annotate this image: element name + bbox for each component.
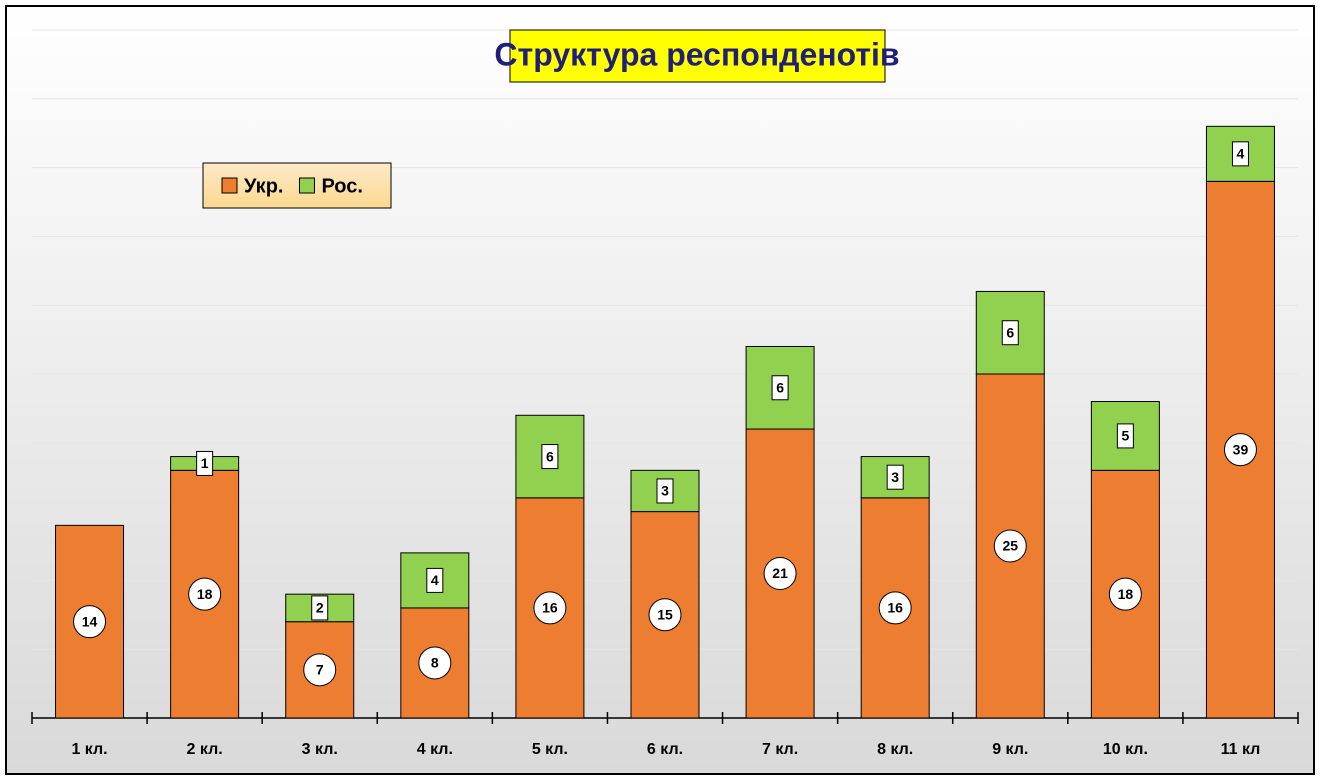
label-bg (311, 595, 329, 621)
x-tick-label: 1 кл. (71, 741, 107, 758)
chart-title: Структура респонденотів (494, 36, 899, 72)
x-tick-label: 6 кл. (647, 741, 683, 758)
legend-label: Рос. (321, 175, 362, 197)
label-bg (656, 478, 674, 504)
legend-items: Укр. Рос. (221, 175, 363, 197)
label-bg (196, 450, 214, 476)
data-label: 18 (1118, 586, 1134, 602)
x-tick-label: 2 кл. (187, 741, 223, 758)
label-bg (188, 577, 222, 611)
data-label: 3 (661, 483, 669, 499)
bars: 14 18 1 7 2 8 4 16 6 15 3 21 6 16 3 25 6 18 5 39 4 (55, 125, 1275, 719)
data-label: 16 (887, 600, 903, 616)
data-label: 18 (197, 586, 213, 602)
label-bg (886, 464, 904, 490)
data-label: 14 (82, 613, 98, 629)
data-label: 6 (776, 379, 784, 395)
legend-label: Укр. (244, 175, 283, 197)
data-label: 15 (657, 607, 673, 623)
title-box (509, 29, 886, 83)
data-label: 7 (316, 662, 324, 678)
x-tick-label: 10 кл. (1103, 741, 1148, 758)
data-label: 5 (1121, 428, 1129, 444)
data-label: 25 (1002, 538, 1018, 554)
x-tick-label: 9 кл. (992, 741, 1028, 758)
x-tick-label: 7 кл. (762, 741, 798, 758)
label-bg (1231, 141, 1249, 167)
bar-segment (1205, 125, 1275, 182)
x-tick-label: 4 кл. (417, 741, 453, 758)
label-bg (73, 605, 107, 639)
legend-swatch (221, 177, 238, 194)
data-label: 6 (546, 448, 554, 464)
x-tick-label: 3 кл. (302, 741, 338, 758)
label-bg (541, 444, 559, 470)
label-bg (1108, 577, 1142, 611)
data-label: 4 (431, 572, 439, 588)
label-bg (993, 529, 1027, 563)
data-label: 3 (891, 469, 899, 485)
label-bg (303, 653, 337, 687)
label-bg (763, 557, 797, 591)
data-label: 8 (431, 655, 439, 671)
data-label: 2 (316, 600, 324, 616)
data-label: 4 (1237, 146, 1245, 162)
bar-segment (860, 456, 930, 499)
label-bg (418, 646, 452, 680)
label-bg (771, 375, 789, 401)
x-tick-label: 11 кл (1221, 741, 1261, 758)
data-label: 39 (1233, 441, 1249, 457)
label-bg (1223, 433, 1257, 467)
data-label: 21 (772, 565, 788, 581)
label-bg (533, 591, 567, 625)
label-bg (648, 598, 682, 632)
data-label: 16 (542, 600, 558, 616)
legend-swatch (298, 177, 315, 194)
data-label: 6 (1006, 324, 1014, 340)
label-bg (1001, 320, 1019, 346)
data-label: 1 (201, 455, 209, 471)
label-bg (1116, 423, 1134, 449)
label-bg (426, 567, 444, 593)
x-tick-label: 8 кл. (877, 741, 913, 758)
label-bg (878, 591, 912, 625)
x-tick-label: 5 кл. (532, 741, 568, 758)
